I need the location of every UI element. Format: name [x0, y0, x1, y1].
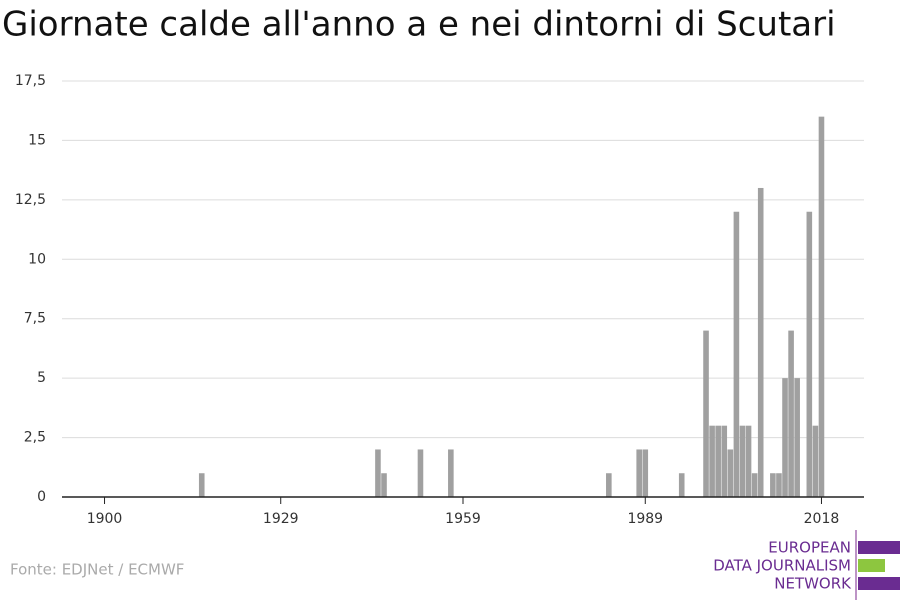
y-tick-label: 17,5 — [15, 73, 46, 89]
y-tick-label: 10 — [28, 251, 46, 267]
bar — [375, 449, 381, 497]
logo-bar — [858, 541, 900, 554]
source: Fonte: EDJNet / ECMWF — [10, 561, 184, 579]
bar — [770, 473, 776, 497]
bar — [709, 425, 715, 497]
logo-text: DATA JOURNALISM — [713, 557, 851, 575]
bar — [606, 473, 612, 497]
y-tick-label: 5 — [37, 370, 46, 386]
bar — [381, 473, 387, 497]
bar — [198, 473, 205, 497]
bar — [812, 425, 819, 497]
logo-text: EUROPEAN — [768, 539, 851, 557]
x-tick-label: 1989 — [627, 511, 663, 527]
bar — [788, 330, 794, 497]
bar — [794, 378, 800, 497]
y-tick-label: 2,5 — [24, 430, 46, 446]
bar — [642, 449, 649, 497]
bar — [448, 449, 454, 497]
x-tick-label: 1900 — [87, 511, 123, 527]
logo-bar — [858, 577, 900, 590]
bar — [636, 449, 642, 497]
bar — [417, 449, 424, 497]
bar — [818, 116, 825, 498]
bar — [727, 449, 734, 497]
bar — [806, 211, 813, 497]
bar — [745, 425, 752, 497]
bar — [703, 330, 709, 497]
logo-bar — [858, 559, 885, 572]
x-tick-label: 2018 — [804, 511, 840, 527]
y-tick-label: 0 — [37, 489, 46, 505]
y-tick-label: 7,5 — [24, 311, 46, 327]
bar — [678, 473, 685, 497]
bar — [751, 473, 758, 497]
y-tick-label: 15 — [28, 132, 46, 148]
bar — [721, 425, 728, 497]
y-tick-label: 12,5 — [15, 192, 46, 208]
bar — [782, 378, 788, 497]
x-tick-label: 1929 — [263, 511, 299, 527]
logo-text: NETWORK — [774, 575, 852, 593]
bar — [776, 473, 782, 497]
chart-title: Giornate calde all'anno a e nei dintorni… — [2, 5, 836, 45]
bar — [715, 425, 721, 497]
bar — [757, 187, 764, 497]
x-tick-label: 1959 — [445, 511, 481, 527]
bar — [733, 211, 740, 497]
bar — [739, 425, 746, 497]
